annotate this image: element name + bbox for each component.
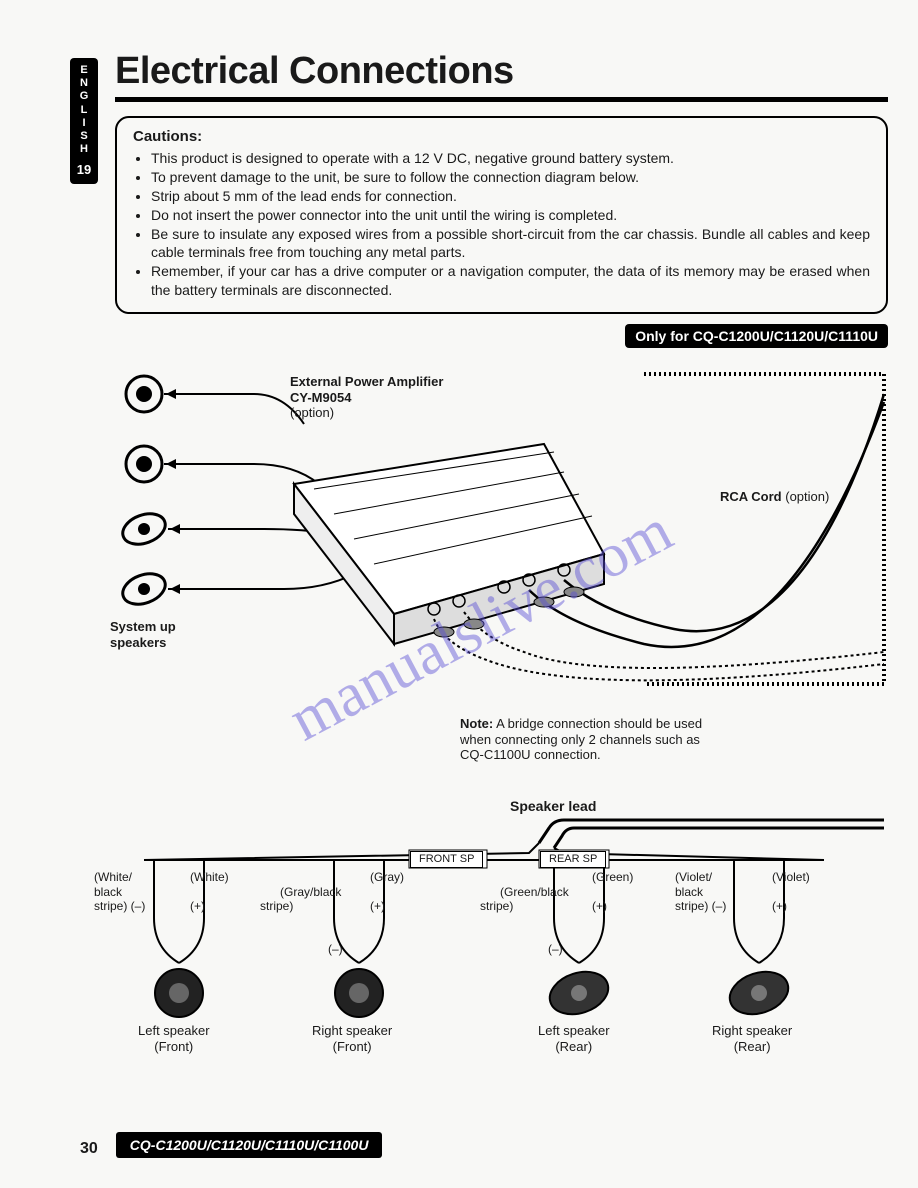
speaker-name: Right speaker (Front) (312, 1023, 392, 1054)
cautions-box: Cautions: This product is designed to op… (115, 116, 888, 314)
wire-label: (Green) (+) (592, 870, 633, 913)
amplifier-diagram: External Power Amplifier CY-M9054 (optio… (80, 354, 888, 774)
note-text: Note: A bridge connection should be used… (460, 716, 720, 763)
page-number: 30 (80, 1140, 98, 1158)
footer-models-badge: CQ-C1200U/C1120U/C1110U/C1100U (116, 1132, 383, 1158)
cautions-heading: Cautions: (133, 128, 870, 145)
wire-label: (White) (+) (190, 870, 229, 913)
wire-label: (Green/black stripe) (–) (480, 870, 569, 971)
language-tab: ENGLISH 19 (70, 58, 98, 184)
wire-label: (Gray/black stripe) (–) (260, 870, 343, 971)
front-sp-badge: FRONT SP (410, 851, 483, 868)
speaker-name: Right speaker (Rear) (712, 1023, 792, 1054)
speaker-icon (126, 376, 304, 424)
caution-item: Be sure to insulate any exposed wires fr… (151, 225, 870, 263)
lang-letters: ENGLISH (70, 64, 98, 156)
speaker-name: Left speaker (Front) (138, 1023, 210, 1054)
system-speakers-label: System up speakers (110, 619, 176, 650)
speaker-lead-diagram: Speaker lead (80, 798, 888, 1078)
wire-label: (Violet/ black stripe) (–) (675, 870, 726, 913)
wire-label: (White/ black stripe) (–) (94, 870, 145, 913)
caution-item: Do not insert the power connector into t… (151, 206, 870, 225)
page-title: Electrical Connections (115, 50, 888, 93)
footer: 30 CQ-C1200U/C1120U/C1110U/C1100U (80, 1132, 382, 1158)
title-rule (115, 97, 888, 102)
caution-item: This product is designed to operate with… (151, 149, 870, 168)
wire-label: (Gray) (+) (370, 870, 404, 913)
caution-item: Remember, if your car has a drive comput… (151, 262, 870, 300)
section-page-number: 19 (70, 162, 98, 178)
caution-item: Strip about 5 mm of the lead ends for co… (151, 187, 870, 206)
amplifier-icon (294, 444, 604, 644)
speaker-icon (119, 568, 354, 609)
rca-cord-label: RCA Cord (option) (720, 489, 829, 505)
speaker-icon (126, 446, 319, 484)
amp-label: External Power Amplifier CY-M9054 (optio… (290, 374, 443, 421)
wire-label: (Violet) (+) (772, 870, 810, 913)
cautions-list: This product is designed to operate with… (133, 149, 870, 300)
diagram-svg (80, 354, 888, 774)
only-for-badge: Only for CQ-C1200U/C1120U/C1110U (625, 324, 888, 348)
rear-sp-badge: REAR SP (540, 851, 606, 868)
caution-item: To prevent damage to the unit, be sure t… (151, 168, 870, 187)
speaker-name: Left speaker (Rear) (538, 1023, 610, 1054)
